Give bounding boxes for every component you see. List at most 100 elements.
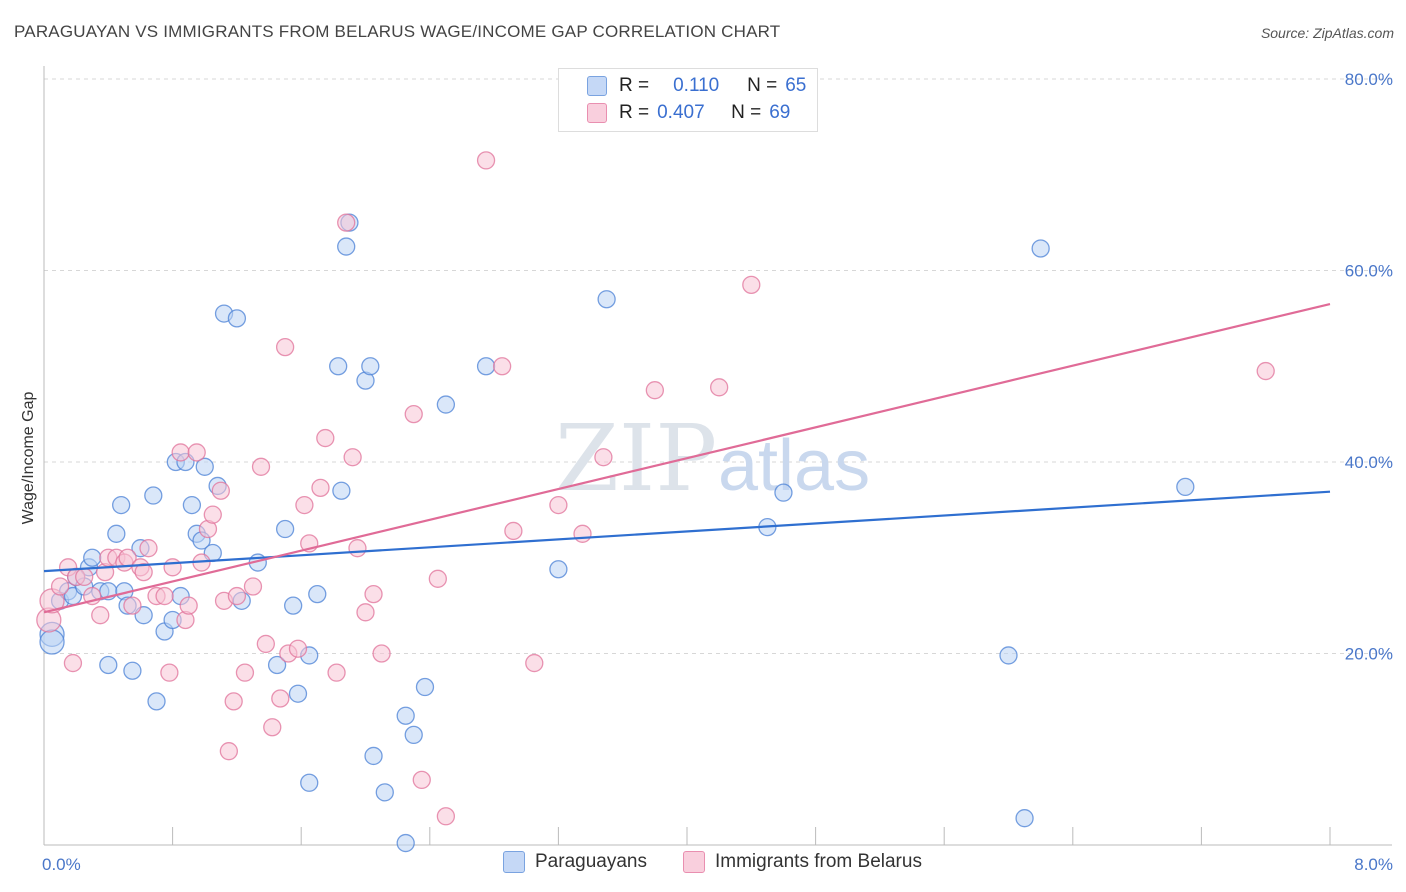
data-point: [187, 443, 206, 462]
r-value: 0.407: [657, 102, 705, 123]
data-point: [219, 742, 239, 761]
data-point: [415, 677, 435, 697]
data-point: [356, 603, 375, 622]
data-point: [549, 495, 568, 515]
legend-label: Immigrants from Belarus: [715, 851, 922, 872]
data-point: [348, 539, 367, 558]
pink-swatch: [587, 103, 607, 123]
watermark-zip: ZIP: [555, 405, 717, 512]
data-point: [597, 290, 616, 309]
data-point: [83, 548, 102, 567]
data-point: [1176, 477, 1195, 497]
data-point: [50, 577, 70, 596]
data-point: [594, 448, 613, 467]
legend-item-belarus[interactable]: Immigrants from Belarus: [683, 851, 922, 873]
data-point: [343, 448, 362, 467]
data-point: [316, 428, 335, 448]
data-point: [337, 237, 356, 256]
data-point: [364, 746, 383, 766]
data-point: [203, 505, 222, 524]
data-point: [224, 692, 243, 711]
watermark-atlas: atlas: [718, 426, 870, 506]
trend-line-belarus: [43, 302, 1331, 614]
data-point: [75, 567, 94, 587]
n-value: 65: [785, 75, 807, 96]
data-point: [284, 596, 303, 615]
data-point: [645, 381, 664, 400]
data-point: [295, 495, 314, 515]
data-point: [412, 770, 431, 790]
data-point: [332, 481, 351, 500]
legend-item-paraguayans[interactable]: Paraguayans: [503, 851, 647, 873]
data-point: [211, 481, 230, 500]
y-axis-label: Wage/Income Gap: [20, 392, 37, 525]
data-point: [271, 689, 290, 708]
data-point: [155, 586, 174, 606]
data-point: [710, 378, 729, 397]
r-label: R =: [619, 75, 650, 96]
data-point: [308, 584, 327, 604]
data-point: [123, 596, 142, 615]
data-point: [1256, 361, 1275, 381]
data-point: [144, 486, 163, 505]
data-point: [396, 833, 415, 853]
data-point: [372, 644, 391, 663]
data-point: [428, 569, 447, 588]
data-point: [404, 404, 423, 424]
data-point: [1015, 809, 1034, 828]
data-point: [300, 773, 319, 792]
y-tick-label: 80.0%: [1345, 70, 1393, 89]
data-point: [329, 357, 348, 376]
legend-label: Paraguayans: [535, 851, 647, 872]
grid-lines: [44, 78, 1392, 654]
data-point: [364, 584, 383, 604]
data-point: [195, 457, 214, 476]
trend-line-paraguayans: [43, 490, 1331, 573]
data-point: [549, 560, 568, 579]
data-point: [112, 495, 131, 515]
data-point: [179, 596, 198, 615]
data-point: [63, 653, 83, 673]
stats-legend: R = 0.110 N = 65 R = 0.407 N = 69: [558, 68, 818, 132]
r-value: 0.110: [673, 75, 720, 96]
n-value: 69: [769, 102, 791, 123]
data-point: [99, 655, 118, 675]
data-point: [182, 495, 202, 515]
y-tick-label: 60.0%: [1345, 262, 1393, 281]
belarus-points: [36, 151, 1275, 826]
data-point: [774, 483, 793, 502]
data-point: [39, 629, 65, 655]
chart-title: PARAGUAYAN VS IMMIGRANTS FROM BELARUS WA…: [14, 22, 781, 41]
data-point: [742, 275, 761, 295]
legend-row-belarus: R = 0.407 N = 69: [559, 100, 790, 126]
data-point: [227, 309, 247, 328]
data-point: [227, 586, 247, 606]
data-point: [147, 692, 166, 711]
y-tick-label: 40.0%: [1345, 453, 1393, 472]
blue-swatch: [587, 76, 607, 96]
data-point: [288, 639, 308, 658]
data-point: [476, 151, 496, 170]
data-point: [107, 524, 126, 543]
source-label: Source: ZipAtlas.com: [1260, 25, 1394, 41]
data-point: [91, 606, 110, 625]
axes: [43, 66, 1392, 846]
data-point: [525, 653, 544, 673]
data-point: [573, 524, 592, 543]
data-point: [251, 457, 271, 476]
n-label: N =: [731, 102, 762, 123]
data-point: [504, 521, 523, 541]
blue-swatch: [503, 851, 525, 873]
data-point: [396, 706, 415, 725]
data-point: [327, 663, 346, 682]
data-point: [256, 634, 275, 654]
data-point: [436, 395, 456, 414]
data-point: [160, 663, 179, 682]
data-point: [337, 213, 356, 232]
data-point: [235, 663, 255, 682]
y-tick-label: 20.0%: [1345, 645, 1393, 664]
data-point: [139, 539, 158, 558]
data-point: [436, 807, 456, 826]
tick-labels: 20.0% 40.0% 60.0% 80.0% 0.0% 8.0%: [42, 70, 1393, 874]
data-point: [275, 519, 295, 539]
